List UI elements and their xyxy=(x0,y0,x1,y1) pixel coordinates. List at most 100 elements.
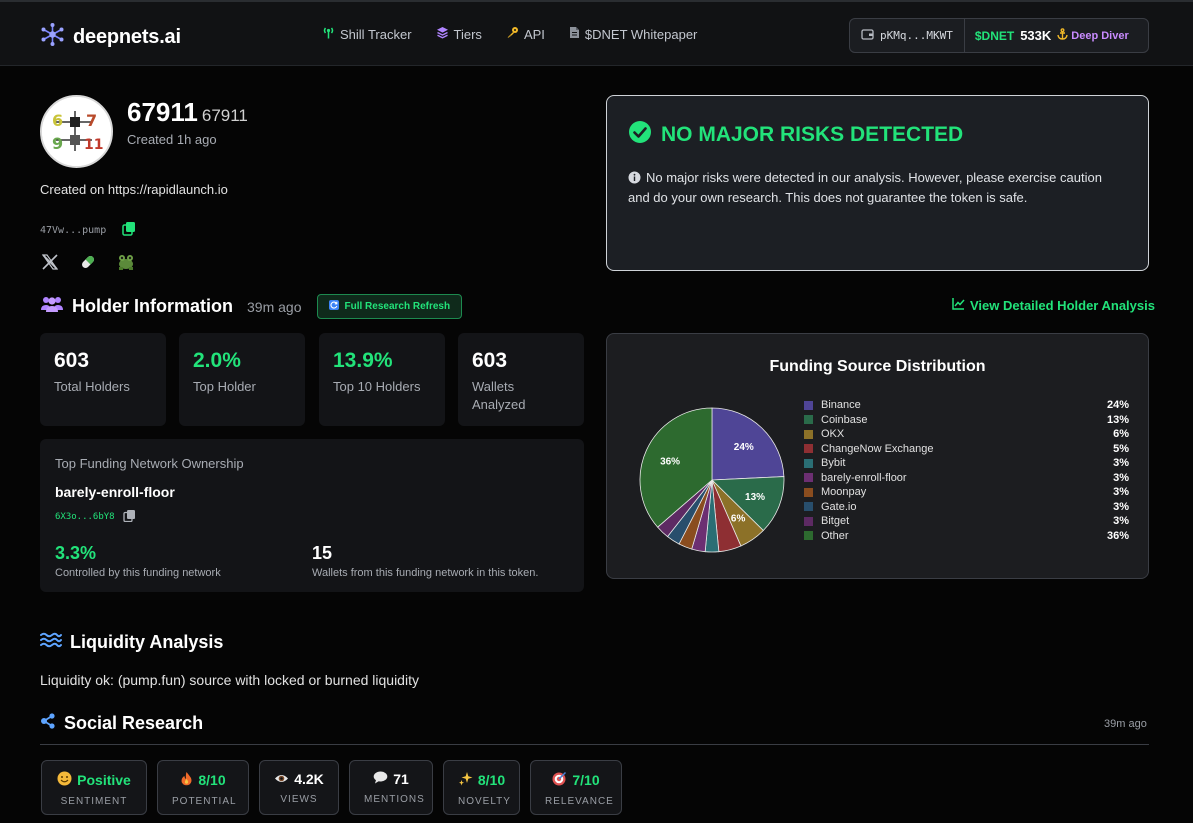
check-circle-icon xyxy=(628,120,652,150)
tier-badge: Deep Diver xyxy=(1057,28,1129,43)
legend-label: OKX xyxy=(821,428,845,441)
legend-label: Bybit xyxy=(821,457,846,470)
legend-item: Other 36% xyxy=(804,529,1129,544)
pie-data-label: 6% xyxy=(731,513,746,524)
legend-swatch xyxy=(804,473,813,483)
funding-network-title: Top Funding Network Ownership xyxy=(55,456,244,471)
legend-item: Gate.io 3% xyxy=(804,500,1129,515)
legend-value: 24% xyxy=(1106,399,1129,412)
token-name: 67911 67911 xyxy=(127,97,248,127)
info-icon xyxy=(628,171,641,189)
legend-value: 6% xyxy=(1113,428,1129,441)
funding-network-controlled: 3.3% Controlled by this funding network xyxy=(55,543,221,579)
dnet-balance: $DNET 533K Deep Diver xyxy=(965,28,1139,43)
liquidity-header: Liquidity Analysis xyxy=(40,631,223,654)
dnet-amount: 533K xyxy=(1020,28,1052,43)
waves-icon xyxy=(40,631,62,654)
smile-icon xyxy=(57,771,72,789)
funding-network-address: 6X3o...6bY8 xyxy=(55,509,569,525)
legend-label: barely-enroll-floor xyxy=(821,471,907,484)
legend-item: Bitget 3% xyxy=(804,514,1129,529)
holder-info-updated: 39m ago xyxy=(247,298,302,315)
legend-swatch xyxy=(804,444,813,454)
metric-potential: 8/10 POTENTIAL xyxy=(157,760,249,815)
svg-text:6: 6 xyxy=(52,111,63,130)
users-icon xyxy=(40,294,64,319)
pie-data-label: 36% xyxy=(660,456,680,467)
legend-item: Bybit 3% xyxy=(804,456,1129,471)
x-icon[interactable] xyxy=(40,252,60,272)
funding-network-name: barely-enroll-floor xyxy=(55,484,175,500)
legend-swatch xyxy=(804,531,813,541)
nav-api[interactable]: API xyxy=(506,26,545,42)
brand[interactable]: deepnets.ai xyxy=(40,22,181,52)
layers-icon xyxy=(436,26,449,42)
legend-label: Gate.io xyxy=(821,500,857,513)
liquidity-status: Liquidity ok: (pump.fun) source with loc… xyxy=(40,672,419,688)
copy-icon[interactable] xyxy=(122,509,136,525)
pie-slice-binance xyxy=(711,407,785,481)
wallet-icon xyxy=(861,28,874,43)
full-research-refresh-button[interactable]: Full Research Refresh xyxy=(317,294,463,319)
nav-tiers[interactable]: Tiers xyxy=(436,26,482,42)
stat-top-10-holders: 13.9% Top 10 Holders xyxy=(319,333,445,426)
svg-text:9: 9 xyxy=(52,134,63,153)
brand-name: deepnets.ai xyxy=(73,25,181,48)
svg-text:7: 7 xyxy=(86,111,97,130)
metric-views: 4.2K VIEWS xyxy=(259,760,339,815)
funding-network-stats: 3.3% Controlled by this funding network … xyxy=(55,543,569,579)
nav-shill-tracker[interactable]: Shill Tracker xyxy=(322,26,412,42)
legend-value: 3% xyxy=(1113,457,1129,470)
metric-relevance: 7/10 RELEVANCE xyxy=(530,760,622,815)
legend-swatch xyxy=(804,400,813,410)
legend-item: Moonpay 3% xyxy=(804,485,1129,500)
fire-icon xyxy=(180,771,193,789)
pie-slice-coinbase xyxy=(711,476,785,532)
legend-value: 3% xyxy=(1113,471,1129,484)
chart-legend: Binance 24% Coinbase 13% OKX 6% ChangeNow Exch… xyxy=(804,398,1129,543)
detailed-holder-analysis-link[interactable]: View Detailed Holder Analysis xyxy=(952,297,1155,313)
network-logo-icon xyxy=(40,22,65,52)
legend-item: OKX 6% xyxy=(804,427,1129,442)
sparkles-icon xyxy=(458,771,473,789)
speech-bubble-icon xyxy=(373,771,388,787)
legend-swatch xyxy=(804,429,813,439)
stat-total-holders: 603 Total Holders xyxy=(40,333,166,426)
legend-value: 36% xyxy=(1106,529,1129,542)
section-divider xyxy=(40,744,1149,745)
risk-summary-card: NO MAJOR RISKS DETECTED No major risks w… xyxy=(606,95,1149,271)
token-address: 47Vw...pump xyxy=(40,221,136,239)
wallet-address-button[interactable]: pKMq...MKWT xyxy=(850,19,965,52)
copy-icon[interactable] xyxy=(122,221,136,239)
legend-label: ChangeNow Exchange xyxy=(821,442,934,455)
eye-icon xyxy=(274,771,289,787)
wallet-widget[interactable]: pKMq...MKWT $DNET 533K Deep Diver xyxy=(849,18,1149,53)
share-icon xyxy=(40,713,56,734)
target-icon xyxy=(552,771,567,789)
legend-value: 3% xyxy=(1113,486,1129,499)
risk-title: NO MAJOR RISKS DETECTED xyxy=(628,120,1127,150)
pill-icon[interactable] xyxy=(78,252,98,272)
social-research-updated: 39m ago xyxy=(1104,718,1147,730)
legend-item: Binance 24% xyxy=(804,398,1129,413)
legend-label: Bitget xyxy=(821,515,850,528)
funding-network-wallets: 15 Wallets from this funding network in … xyxy=(312,543,539,579)
token-logo: 6 7 9 11 xyxy=(40,95,113,168)
metric-sentiment: Positive SENTIMENT xyxy=(41,760,147,815)
antenna-icon xyxy=(322,26,335,42)
token-symbol: 67911 xyxy=(201,106,248,125)
nav-whitepaper[interactable]: $DNET Whitepaper xyxy=(569,26,697,42)
funding-source-pie-chart: 24% 13% 6% 36% xyxy=(639,407,785,553)
token-description: Created on https://rapidlaunch.io xyxy=(40,182,228,197)
legend-swatch xyxy=(804,458,813,468)
social-research-title: Social Research xyxy=(64,713,204,733)
key-icon xyxy=(506,26,519,42)
frog-icon[interactable] xyxy=(116,252,136,272)
legend-swatch xyxy=(804,502,813,512)
svg-text:11: 11 xyxy=(84,137,103,153)
metric-mentions: 71 MENTIONS xyxy=(349,760,433,815)
legend-swatch xyxy=(804,516,813,526)
legend-label: Binance xyxy=(821,399,861,412)
stat-top-holder: 2.0% Top Holder xyxy=(179,333,305,426)
legend-value: 5% xyxy=(1113,442,1129,455)
